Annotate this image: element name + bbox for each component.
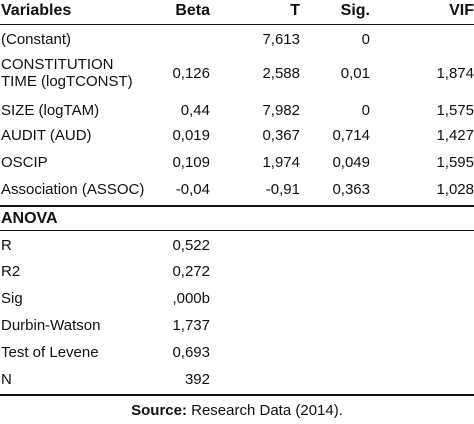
t-value: -0,91	[265, 181, 300, 198]
variable-name: (Constant)	[1, 31, 72, 48]
anova-row-label: Durbin-Watson	[1, 317, 101, 334]
variable-name: AUDIT (AUD)	[1, 127, 92, 144]
vif-value: 1,427	[436, 127, 474, 144]
variable-name: SIZE (logTAM)	[1, 102, 100, 119]
sig-value: 0,714	[332, 127, 370, 144]
t-value: 1,974	[262, 154, 300, 171]
anova-row-label: N	[1, 371, 12, 388]
anova-row-value: 0,272	[172, 263, 210, 280]
sig-value: 0,363	[332, 181, 370, 198]
t-value: 7,982	[262, 102, 300, 119]
t-value: 0,367	[262, 127, 300, 144]
beta-value: 0,44	[180, 102, 210, 119]
variable-name-line2: TIME (logTCONST)	[1, 73, 133, 90]
variable-name: OSCIP	[1, 154, 48, 171]
sig-value: 0	[361, 31, 370, 48]
vif-value: 1,028	[436, 181, 474, 198]
header-variables: Variables	[1, 2, 72, 19]
beta-value: -0,04	[175, 181, 210, 198]
anova-row-value: ,000b	[172, 290, 210, 307]
anova-row-value: 0,522	[172, 237, 210, 254]
sig-value: 0,01	[340, 65, 370, 82]
beta-value: 0,126	[172, 65, 210, 82]
header-vif: VIF	[449, 2, 474, 19]
vif-value: 1,595	[436, 154, 474, 171]
source-text: Research Data (2014).	[186, 402, 343, 419]
section-rule	[0, 205, 474, 207]
header-t: T	[290, 2, 300, 19]
source-label: Source:	[131, 402, 187, 419]
beta-value: 0,109	[172, 154, 210, 171]
anova-rule	[0, 230, 474, 231]
anova-row-label: Sig	[1, 290, 23, 307]
anova-row-value: 0,693	[172, 344, 210, 361]
sig-value: 0,049	[332, 154, 370, 171]
anova-row-value: 1,737	[172, 317, 210, 334]
bottom-rule	[0, 394, 474, 396]
anova-row-label: R2	[1, 263, 21, 280]
sig-value: 0	[361, 102, 370, 119]
anova-row-value: 392	[184, 371, 210, 388]
beta-value: 0,019	[172, 127, 210, 144]
header-beta: Beta	[175, 2, 210, 19]
variable-name-line1: CONSTITUTION	[1, 56, 114, 73]
vif-value: 1,575	[436, 102, 474, 119]
anova-row-label: R	[1, 237, 12, 254]
vif-value: 1,874	[436, 65, 474, 82]
t-value: 7,613	[262, 31, 300, 48]
header-rule	[0, 24, 474, 25]
t-value: 2,588	[262, 65, 300, 82]
header-sig: Sig.	[340, 2, 370, 19]
anova-row-label: Test of Levene	[1, 344, 99, 361]
anova-label: ANOVA	[1, 210, 58, 227]
variable-name: Association (ASSOC)	[1, 181, 145, 198]
source-note: Source: Research Data (2014).	[0, 402, 474, 419]
